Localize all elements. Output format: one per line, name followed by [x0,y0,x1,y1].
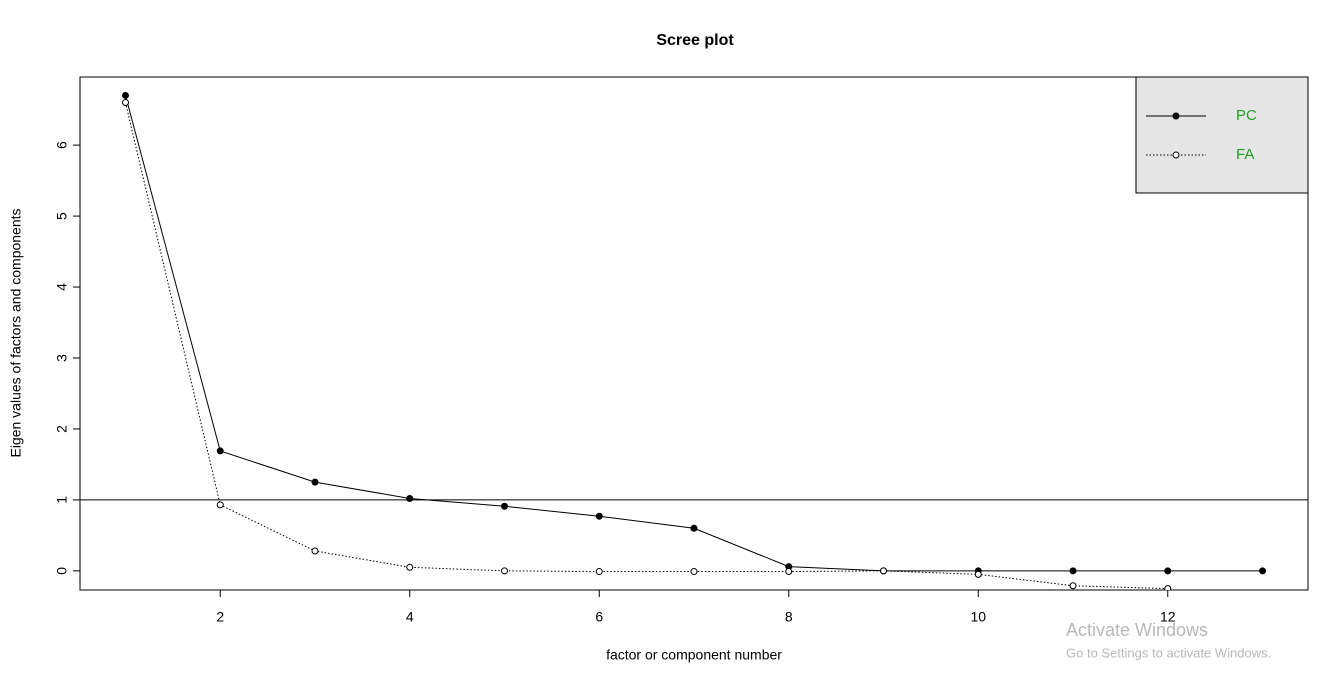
legend-marker [1172,151,1180,159]
x-axis-label: factor or component number [606,647,782,663]
data-point [121,91,129,99]
data-point [595,512,603,520]
y-tick-label: 3 [54,354,70,362]
data-point [1069,567,1077,575]
data-point [974,570,982,578]
data-point [311,478,319,486]
watermark: Activate Windows [1066,620,1208,640]
data-point [785,568,793,576]
data-point [690,568,698,576]
data-point [216,447,224,455]
data-point [311,547,319,555]
x-tick-label: 4 [406,609,414,625]
x-tick-label: 10 [970,609,986,625]
y-tick-label: 6 [54,141,70,149]
data-point [880,567,888,575]
y-tick-label: 1 [54,496,70,504]
x-tick-label: 8 [785,609,793,625]
series-line [124,102,1168,590]
x-tick-label: 2 [216,609,224,625]
legend-marker [1172,112,1180,120]
watermark: Go to Settings to activate Windows. [1066,645,1271,660]
data-point [1164,585,1172,590]
data-point [121,99,129,107]
data-point [500,567,508,575]
data-point [1164,567,1172,575]
data-point [216,501,224,509]
y-axis-label: Eigen values of factors and components [8,208,24,457]
y-tick-label: 0 [54,567,70,575]
data-point [500,502,508,510]
data-point [1069,582,1077,590]
x-tick-label: 12 [1160,609,1176,625]
data-point [690,524,698,532]
y-tick-label: 4 [54,283,70,291]
y-tick-label: 2 [54,425,70,433]
chart-title: Scree plot [656,32,734,49]
data-point [406,494,414,502]
x-tick-label: 6 [595,609,603,625]
data-point [595,568,603,576]
legend-box [1135,76,1309,194]
data-point [406,563,414,571]
data-point [1259,567,1267,575]
plot-area [121,91,1267,590]
legend-label: FA [1236,146,1254,163]
legend-label: PC [1236,107,1257,124]
plot-frame [79,76,1309,591]
y-tick-label: 5 [54,212,70,220]
